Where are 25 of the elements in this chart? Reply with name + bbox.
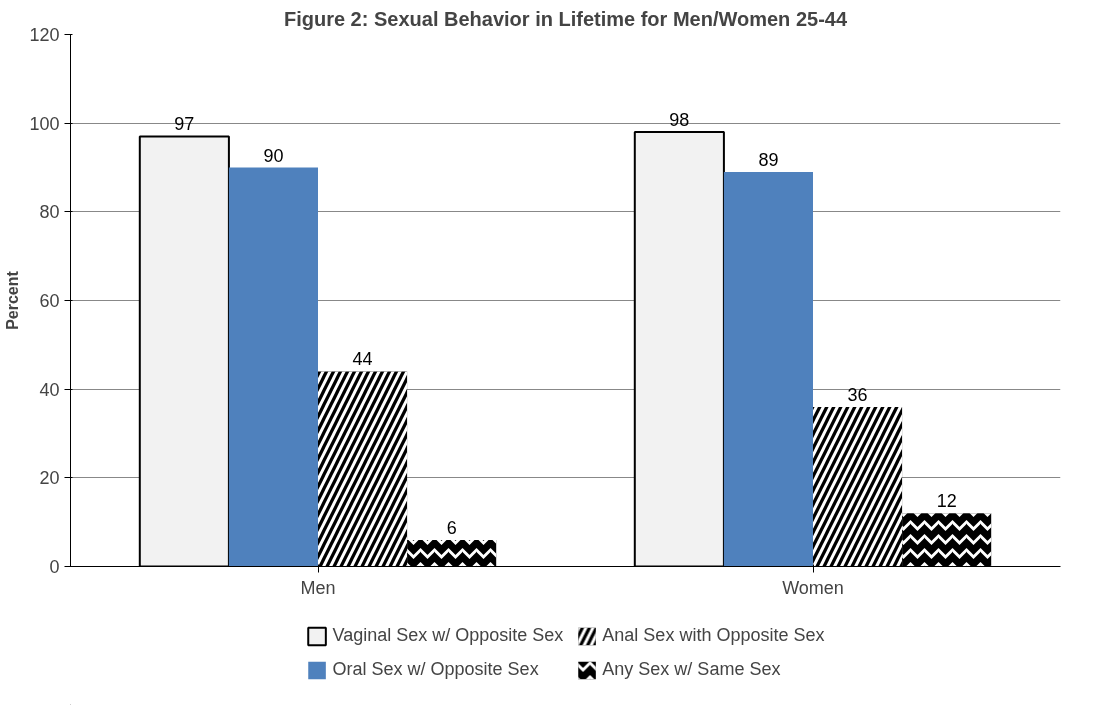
- bar: [228, 167, 318, 567]
- bar: [723, 171, 813, 567]
- data-label: 90: [263, 145, 284, 166]
- y-tick-label: 60: [39, 291, 60, 311]
- data-label: 12: [936, 491, 957, 512]
- data-label: 98: [669, 110, 690, 131]
- x-tick-label: Men: [300, 577, 336, 598]
- data-label: 36: [847, 384, 868, 405]
- x-tick-label: Women: [782, 577, 844, 598]
- y-tick-label: 0: [49, 557, 60, 577]
- legend-label: Vaginal Sex w/ Opposite Sex: [332, 625, 564, 646]
- legend-label: Any Sex w/ Same Sex: [602, 659, 781, 680]
- y-tick-label: 100: [29, 113, 60, 134]
- y-tick-label: 40: [39, 379, 60, 400]
- legend-label: Oral Sex w/ Opposite Sex: [332, 659, 539, 680]
- chart-title: Figure 2: Sexual Behavior in Lifetime for Men/Women 25-44: [283, 7, 848, 30]
- data-label: 44: [352, 349, 373, 370]
- y-tick-label: 120: [29, 25, 60, 45]
- legend-label: Anal Sex with Opposite Sex: [602, 625, 825, 646]
- data-label: 6: [446, 517, 457, 538]
- data-label: 89: [758, 149, 779, 170]
- y-tick-label: 20: [39, 468, 60, 489]
- y-tick-label: 80: [39, 202, 60, 223]
- data-label: 97: [174, 114, 195, 135]
- y-axis-title: Percent: [4, 270, 22, 330]
